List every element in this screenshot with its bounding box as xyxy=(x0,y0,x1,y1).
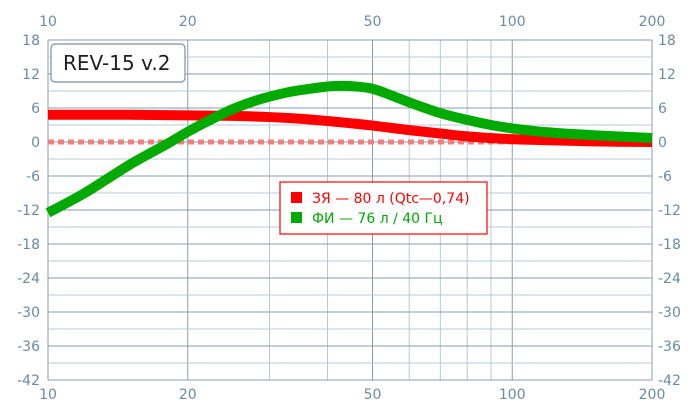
y-tick-label-left: -6 xyxy=(26,169,40,185)
chart-title-box: REV-15 v.2 xyxy=(50,43,186,83)
series-layer xyxy=(45,80,653,218)
y-tick-label-left: 6 xyxy=(31,101,40,117)
y-tick-label-right: -42 xyxy=(658,373,681,389)
y-tick-label-left: -24 xyxy=(17,271,40,287)
legend-swatch-ported xyxy=(291,212,302,223)
series-line-ported xyxy=(45,80,653,218)
y-tick-label-left: -12 xyxy=(17,203,40,219)
y-tick-label-left: 0 xyxy=(31,135,40,151)
y-tick-label-right: -6 xyxy=(658,169,672,185)
x-tick-label-bottom: 100 xyxy=(499,387,526,403)
y-tick-label-right: -36 xyxy=(658,339,681,355)
y-tick-label-right: -30 xyxy=(658,305,681,321)
legend-label-ported: ФИ — 76 л / 40 Гц xyxy=(312,211,443,227)
y-tick-label-right: 18 xyxy=(658,33,676,49)
y-tick-label-left: 12 xyxy=(22,67,40,83)
legend: ЗЯ — 80 л (Qtc—0,74) ФИ — 76 л / 40 Гц xyxy=(279,181,488,235)
y-tick-label-left: -18 xyxy=(17,237,40,253)
y-tick-label-right: -18 xyxy=(658,237,681,253)
x-tick-label-top: 100 xyxy=(499,14,526,30)
y-tick-label-right: -12 xyxy=(658,203,681,219)
y-tick-label-left: -30 xyxy=(17,305,40,321)
x-tick-label-bottom: 10 xyxy=(39,387,57,403)
y-tick-label-left: 18 xyxy=(22,33,40,49)
series-line-sealed xyxy=(47,109,653,147)
x-tick-label-top: 200 xyxy=(639,14,666,30)
tick-labels: 10 10 20 20 50 50 100 100 200 200 18 18 12 12 6 6 0 0 -6 -6… xyxy=(17,14,681,403)
x-tick-label-bottom: 200 xyxy=(639,387,666,403)
legend-label-sealed: ЗЯ — 80 л (Qtc—0,74) xyxy=(312,191,470,207)
y-tick-label-right: -24 xyxy=(658,271,681,287)
x-tick-label-bottom: 50 xyxy=(364,387,382,403)
y-tick-label-right: 12 xyxy=(658,67,676,83)
y-tick-label-left: -42 xyxy=(17,373,40,389)
legend-swatch-sealed xyxy=(291,192,302,203)
x-tick-label-top: 20 xyxy=(179,14,197,30)
chart-title: REV-15 v.2 xyxy=(63,51,170,75)
y-tick-label-right: 6 xyxy=(658,101,667,117)
x-tick-label-top: 50 xyxy=(364,14,382,30)
x-tick-label-bottom: 20 xyxy=(179,387,197,403)
y-tick-label-right: 0 xyxy=(658,135,667,151)
grid xyxy=(47,39,653,381)
y-tick-label-left: -36 xyxy=(17,339,40,355)
x-tick-label-top: 10 xyxy=(39,14,57,30)
